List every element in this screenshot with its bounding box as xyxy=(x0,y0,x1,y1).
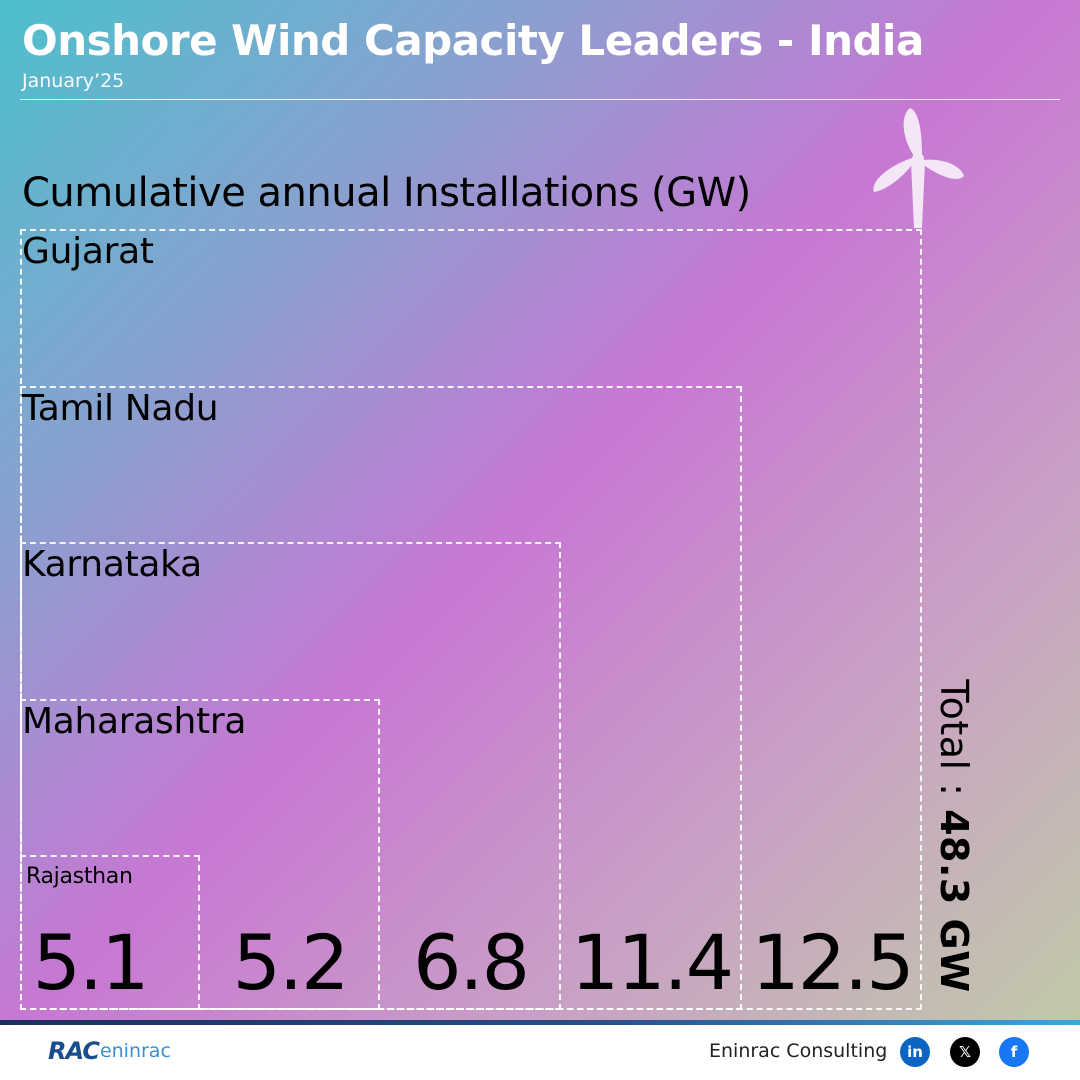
total-prefix: Total : xyxy=(932,679,976,810)
wind-turbine-icon xyxy=(873,108,964,228)
linkedin-icon[interactable]: in xyxy=(900,1037,930,1067)
category-label: Gujarat xyxy=(22,231,154,272)
data-label: 6.8 xyxy=(413,918,530,1007)
x-twitter-icon[interactable]: 𝕏 xyxy=(950,1037,980,1067)
data-label: 12.5 xyxy=(751,918,914,1007)
page-subtitle: January’25 xyxy=(22,70,125,92)
category-label: Karnataka xyxy=(22,544,202,585)
logo-rac-text: RAC xyxy=(48,1037,100,1065)
footer-accent-bar xyxy=(0,1020,1080,1025)
chart-title: Cumulative annual Installations (GW) xyxy=(22,170,751,216)
eninrac-logo: RAC eninrac xyxy=(48,1037,171,1065)
total-value: 48.3 GW xyxy=(932,809,976,993)
category-label: Maharashtra xyxy=(22,700,247,742)
total-label: Total : 48.3 GW xyxy=(932,679,976,992)
logo-eninrac-text: eninrac xyxy=(99,1040,171,1062)
category-label: Tamil Nadu xyxy=(22,387,219,429)
facebook-icon[interactable]: f xyxy=(999,1037,1029,1067)
data-label: 5.1 xyxy=(32,918,150,1007)
category-label: Rajasthan xyxy=(26,864,133,889)
data-label: 11.4 xyxy=(570,918,734,1007)
header-divider xyxy=(20,99,1060,100)
bar-gujarat xyxy=(20,229,922,1010)
page-title: Onshore Wind Capacity Leaders - India xyxy=(22,16,924,65)
data-label: 5.2 xyxy=(232,918,350,1007)
brand-name: Eninrac Consulting xyxy=(709,1040,888,1062)
